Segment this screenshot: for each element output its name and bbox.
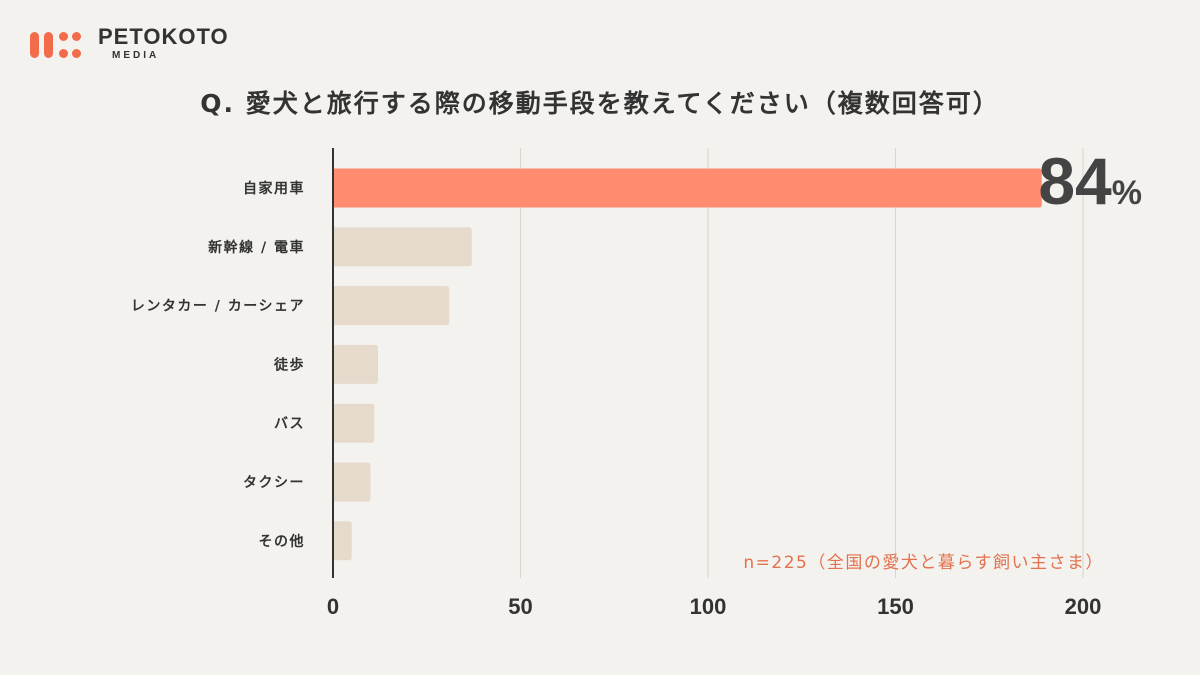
brand-name: PETOKOTO: [98, 24, 229, 49]
bar: [333, 168, 1042, 208]
x-tick-label: 0: [327, 594, 339, 619]
sample-note: n=225（全国の愛犬と暮らす飼い主さま）: [743, 553, 1104, 573]
bar: [333, 227, 472, 267]
category-label: 自家用車: [243, 180, 305, 197]
category-label: バス: [274, 416, 305, 432]
logo-mark-icon: [28, 30, 108, 62]
bar: [333, 403, 375, 443]
x-tick-label: 100: [690, 594, 727, 619]
category-label: 徒歩: [273, 356, 305, 373]
bar: [333, 521, 352, 561]
highlight-value: 84: [1038, 144, 1112, 218]
chart-title: Q. 愛犬と旅行する際の移動手段を教えてください（複数回答可）: [200, 89, 1000, 118]
highlight-percent: 84%: [1038, 144, 1142, 218]
category-label: レンタカー / カーシェア: [131, 299, 305, 315]
x-tick-label: 200: [1065, 594, 1102, 619]
category-label: その他: [259, 533, 306, 550]
highlight-unit: %: [1112, 174, 1142, 212]
bar: [333, 462, 371, 502]
bar: [333, 344, 378, 384]
x-tick-label: 50: [508, 594, 532, 619]
x-tick-label: 150: [877, 594, 914, 619]
category-label: 新幹線 / 電車: [208, 239, 305, 256]
brand-sub: MEDIA: [112, 50, 160, 61]
bar: [333, 286, 450, 326]
category-label: タクシー: [243, 475, 305, 491]
